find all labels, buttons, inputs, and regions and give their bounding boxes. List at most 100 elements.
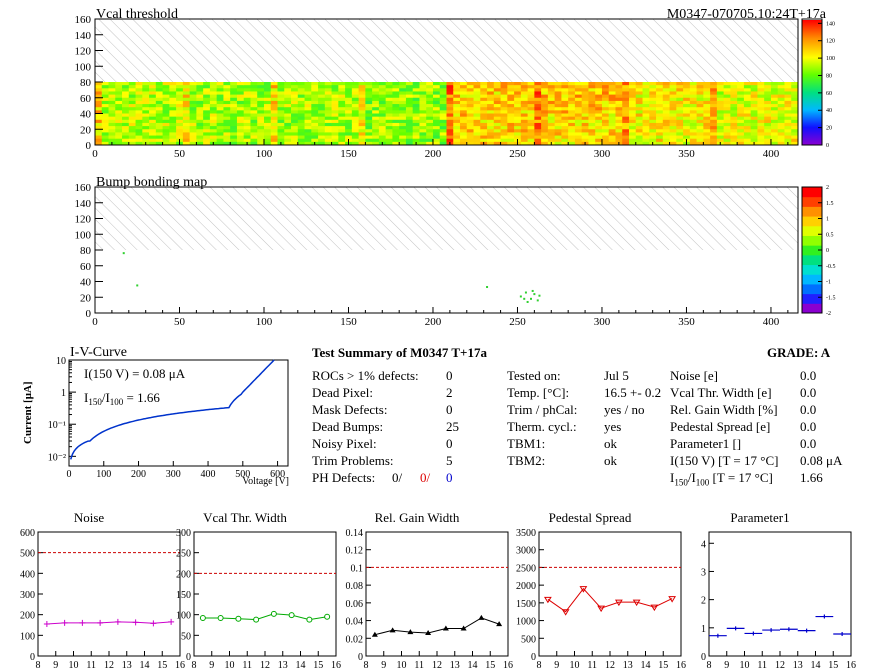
map-y-tick: 0	[86, 140, 92, 152]
chart-y-tick: 400	[20, 569, 35, 580]
data-point	[632, 599, 641, 607]
chart-frame	[193, 531, 337, 657]
chart-y-tick: 0	[186, 652, 191, 663]
map-x-tick: 50	[174, 316, 186, 328]
chart-x-tick: 11	[242, 660, 252, 671]
summary-left-label: ROCs > 1% defects:	[312, 368, 419, 383]
iv-frame	[68, 359, 289, 467]
chart-y-tick: 0.14	[346, 528, 364, 539]
palette-band	[802, 303, 822, 314]
chart-frame	[538, 531, 682, 657]
map2-title: Bump bonding map	[96, 175, 207, 190]
map-x-tick: 100	[256, 148, 273, 160]
map-x-tick: 50	[174, 148, 186, 160]
iv-x-tick: 100	[96, 469, 111, 480]
chart-x-tick: 16	[331, 660, 341, 671]
chart-y-tick: 3	[701, 567, 706, 578]
grade-label: GRADE: A	[767, 345, 831, 360]
chart-x-tick: 8	[537, 660, 542, 671]
iv-annotation-ratio: I150/I100 = 1.66	[84, 390, 160, 407]
chart-y-tick: 3500	[516, 528, 536, 539]
palette-band	[802, 206, 822, 217]
iv-y-tick: 10⁻²	[48, 452, 66, 463]
summary-left-value: 0	[446, 436, 453, 451]
map-y-tick: 40	[80, 109, 92, 121]
palette-band	[802, 235, 822, 246]
chart-x-tick: 12	[775, 660, 785, 671]
map-y-tick: 120	[75, 46, 92, 58]
palette-band	[802, 293, 822, 304]
chart-x-tick: 12	[432, 660, 442, 671]
summary-row: Dead Bumps: 25 Therm. cycl.: yes Pedestal Sp…	[312, 418, 842, 435]
chart-x-tick: 10	[397, 660, 407, 671]
series-line	[547, 587, 673, 613]
summary-right-label: Pedestal Spread [e]	[670, 419, 771, 434]
iv-x-tick: 200	[131, 469, 146, 480]
ph-defects-v3: 0	[446, 470, 453, 485]
chart-title: Pedestal Spread	[549, 510, 632, 525]
chart-y-tick: 2500	[516, 563, 536, 574]
data-point	[43, 620, 50, 627]
data-point	[496, 621, 503, 627]
map-y-tick: 40	[80, 277, 92, 289]
chart-y-tick: 0.02	[346, 634, 364, 645]
map-x-tick: 350	[678, 148, 695, 160]
data-point	[650, 604, 659, 612]
iv-x-tick: 400	[201, 469, 216, 480]
chart-x-tick: 9	[554, 660, 559, 671]
chart-y-tick: 0.08	[346, 581, 364, 592]
chart-x-tick: 11	[86, 660, 96, 671]
chart-x-tick: 14	[140, 660, 150, 671]
data-point	[150, 620, 157, 627]
chart-x-tick: 9	[53, 660, 58, 671]
chart-x-tick: 9	[381, 660, 386, 671]
summary-mid-label: Temp. [°C]:	[507, 385, 570, 400]
palette-tick: 20	[826, 126, 832, 132]
data-point	[709, 633, 727, 638]
chart-y-tick: 1000	[516, 617, 536, 628]
summary-left-value: 25	[446, 419, 459, 434]
chart-x-tick: 16	[503, 660, 513, 671]
data-point	[744, 631, 763, 636]
chart-2: Rel. Gain Width 8 9 10 11 12 13 14 15 16 0 0.02 0.04…	[346, 510, 514, 671]
map-x-tick: 250	[509, 148, 526, 160]
map-y-tick: 20	[80, 124, 92, 136]
summary-right-value: 0.0	[800, 419, 817, 434]
chart-y-tick: 100	[176, 611, 191, 622]
iv-title: I-V-Curve	[70, 345, 127, 360]
chart-frame	[365, 531, 509, 657]
summary-right-label: I(150 V) [T = 17 °C]	[670, 453, 779, 468]
summary-left-label: Mask Defects:	[312, 402, 388, 417]
map-x-tick: 200	[425, 316, 442, 328]
data-point	[460, 625, 467, 631]
iv-x-tick: 500	[235, 469, 250, 480]
summary-row: Noisy Pixel: 0 TBM1: ok Parameter1 [] 0.0	[312, 435, 842, 452]
iv-x-tick: 600	[270, 469, 285, 480]
palette-band	[802, 264, 822, 275]
iv-y-tick: 10⁻¹	[48, 420, 66, 431]
data-point	[288, 612, 295, 619]
chart-x-tick: 8	[364, 660, 369, 671]
chart-3: Pedestal Spread 8 9 10 11 12 13 14 15 16 0 500 1000 1…	[516, 510, 686, 671]
summary-left-value: 0	[446, 368, 453, 383]
summary-mid-value: yes / no	[604, 402, 645, 417]
bump-bonding-map: 0 50 100 150 200 250 300 350 4000204060801001201…	[75, 182, 836, 328]
chart-x-tick: 12	[104, 660, 114, 671]
palette-tick: 40	[826, 108, 832, 114]
palette-tick: -1	[826, 280, 831, 286]
chart-y-tick: 2	[701, 596, 706, 607]
data-point	[270, 610, 277, 617]
chart-y-tick: 0.06	[346, 599, 364, 610]
summary-rows: ROCs > 1% defects: 0 Tested on: Jul 5 Noise …	[312, 367, 842, 488]
map-x-tick: 0	[92, 316, 98, 328]
iv-y-tick: 10	[56, 356, 66, 367]
map-y-tick: 0	[86, 308, 92, 320]
map-y-tick: 120	[75, 214, 92, 226]
chart-x-tick: 16	[175, 660, 185, 671]
palette-band	[802, 283, 822, 295]
map-x-tick: 200	[425, 148, 442, 160]
palette-band	[802, 274, 822, 285]
chart-y-tick: 0	[358, 652, 363, 663]
chart-y-tick: 0.1	[351, 563, 364, 574]
chart-x-tick: 12	[260, 660, 270, 671]
